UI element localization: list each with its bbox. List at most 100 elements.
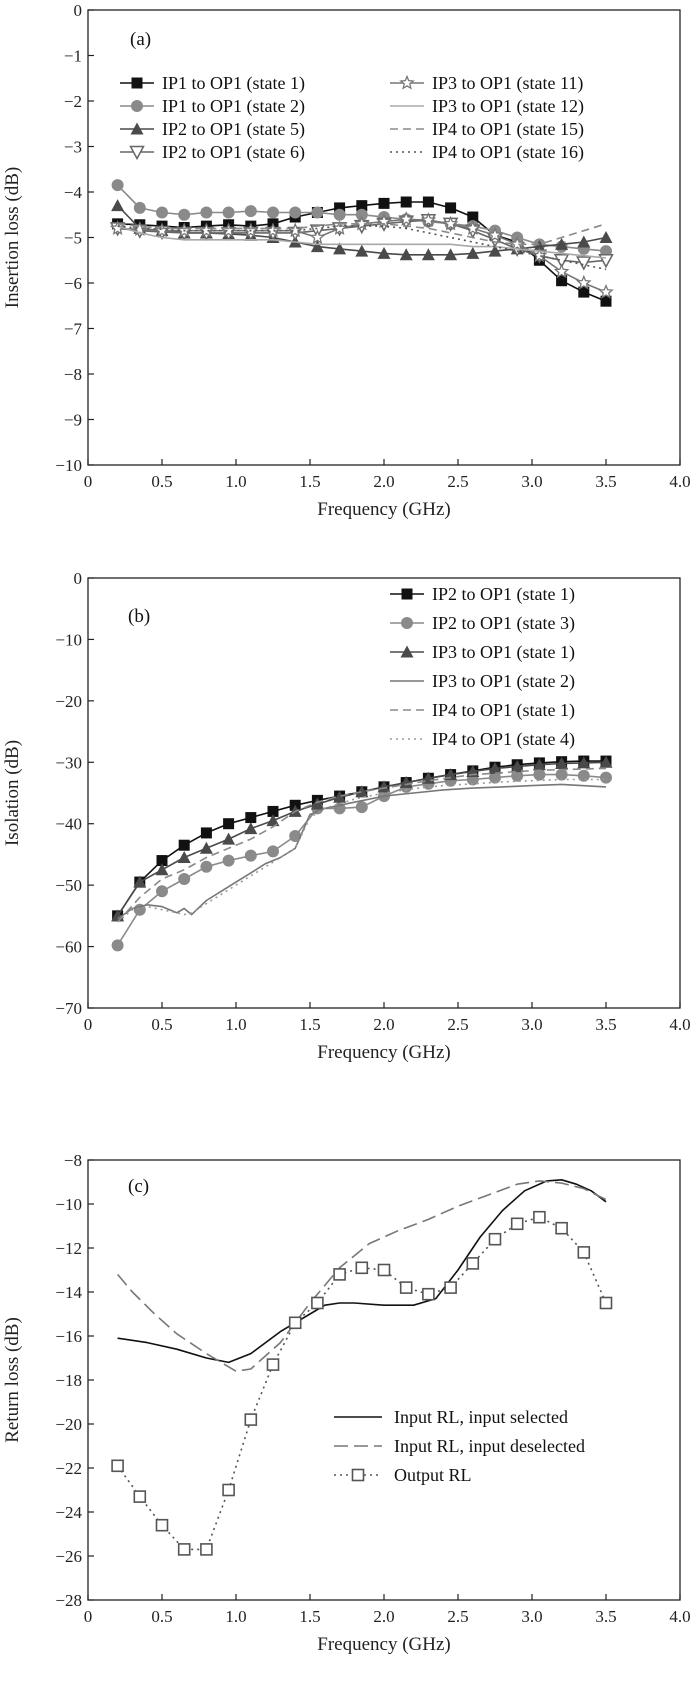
- legend-marker: [130, 122, 144, 135]
- series-line: [116, 1180, 607, 1372]
- data-point: [200, 1543, 213, 1556]
- data-point: [577, 756, 591, 769]
- data-point: [599, 231, 613, 243]
- data-point: [333, 242, 347, 255]
- series-1: [116, 1180, 607, 1372]
- y-tick-label: −60: [55, 938, 82, 957]
- data-point: [511, 769, 524, 782]
- data-point: [156, 885, 168, 898]
- data-point: [466, 246, 480, 259]
- data-point: [222, 832, 236, 845]
- data-point: [222, 1483, 235, 1497]
- series-line: [116, 760, 606, 917]
- data-point: [377, 1263, 391, 1277]
- data-point: [355, 244, 369, 257]
- series-line: [117, 783, 607, 920]
- x-tick-label: 4.0: [669, 472, 690, 491]
- data-point: [355, 1261, 369, 1275]
- x-tick-label: 2.5: [447, 472, 468, 491]
- y-tick-label: 0: [74, 569, 83, 588]
- y-axis-title: Return loss (dB): [2, 1317, 23, 1443]
- data-point: [442, 215, 459, 231]
- data-point: [311, 206, 324, 219]
- data-point: [555, 757, 569, 770]
- data-point: [422, 1287, 435, 1301]
- y-tick-label: −14: [55, 1283, 82, 1302]
- series-5: [117, 778, 606, 923]
- data-point: [178, 839, 190, 851]
- plot-frame: [87, 1159, 681, 1601]
- data-point: [399, 776, 413, 789]
- legend: IP1 to OP1 (state 1)IP1 to OP1 (state 2)…: [120, 73, 584, 163]
- data-point: [599, 755, 613, 768]
- y-tick-label: −22: [55, 1459, 82, 1478]
- data-point: [155, 863, 169, 876]
- x-tick-label: 3.5: [595, 472, 616, 491]
- series-5: [117, 225, 607, 259]
- x-tick-label: 0.5: [151, 1015, 172, 1034]
- chart-panel-c: 0 0.5 1.0 1.5 2.0 2.5 3.0 3.5 4.0 −8 −10 −12 −14 −16 −…: [2, 1151, 691, 1655]
- data-point: [510, 760, 524, 773]
- legend-label: IP3 to OP1 (state 2): [432, 671, 575, 692]
- y-tick-label: −30: [55, 753, 82, 772]
- x-tick-label: 2.0: [373, 472, 394, 491]
- data-point: [133, 1490, 147, 1503]
- x-tick-label: 1.0: [225, 1015, 246, 1034]
- x-tick-label: 1.5: [299, 1015, 320, 1034]
- series-line: [117, 225, 607, 259]
- x-tick-label: 1.0: [225, 1607, 246, 1626]
- x-axis-title: Frequency (GHz): [317, 499, 450, 520]
- y-tick-label: −8: [64, 365, 82, 384]
- data-point: [599, 1296, 613, 1310]
- data-point: [532, 758, 546, 771]
- data-point: [289, 206, 302, 219]
- legend-label: IP2 to OP1 (state 5): [162, 119, 305, 140]
- y-tick-label: −3: [64, 138, 82, 157]
- data-point: [266, 814, 280, 827]
- data-point: [576, 256, 592, 271]
- panel-label: (b): [128, 606, 150, 627]
- data-point: [444, 1281, 457, 1294]
- data-point: [555, 1221, 568, 1235]
- data-point: [111, 939, 124, 952]
- x-tick-label: 3.5: [595, 1015, 616, 1034]
- data-point: [487, 227, 503, 242]
- x-tick-label: 1.0: [225, 472, 246, 491]
- data-point: [400, 196, 412, 208]
- series-line: [117, 223, 607, 246]
- y-tick-label: −9: [64, 411, 82, 430]
- series-2: [111, 755, 613, 922]
- data-point: [200, 827, 212, 839]
- series-line: [117, 1179, 607, 1364]
- x-tick-label: 0.5: [151, 1607, 172, 1626]
- legend-label: Output RL: [394, 1465, 472, 1485]
- legend-label: IP2 to OP1 (state 3): [432, 613, 575, 634]
- y-tick-label: −6: [64, 274, 82, 293]
- data-point: [111, 179, 124, 192]
- y-tick-label: −12: [55, 1239, 82, 1258]
- data-point: [355, 785, 369, 798]
- data-point: [177, 1543, 191, 1556]
- x-tick-label: 3.0: [521, 1015, 542, 1034]
- y-tick-label: 0: [74, 1, 83, 20]
- data-point: [444, 248, 458, 261]
- legend-label: IP3 to OP1 (state 1): [432, 642, 575, 663]
- data-point: [266, 1358, 280, 1371]
- x-tick-label: 2.0: [373, 1015, 394, 1034]
- legend-marker: [351, 1468, 365, 1482]
- chart-panel-b: 0 0.5 1.0 1.5 2.0 2.5 3.0 3.5 4.0 0 −10 −20 −30 −40 −5…: [2, 569, 691, 1063]
- data-point: [177, 851, 191, 863]
- data-point: [422, 196, 434, 208]
- data-point: [111, 1459, 124, 1473]
- x-tick-label: 0.5: [151, 472, 172, 491]
- series-0: [117, 1179, 607, 1364]
- legend-label: IP4 to OP1 (state 1): [432, 700, 575, 721]
- panel-label: (a): [130, 29, 151, 50]
- data-point: [488, 1232, 502, 1246]
- data-point: [555, 768, 568, 781]
- y-tick-label: −20: [55, 1415, 82, 1434]
- data-point: [267, 206, 279, 219]
- legend-marker: [401, 617, 413, 629]
- data-point: [531, 247, 548, 263]
